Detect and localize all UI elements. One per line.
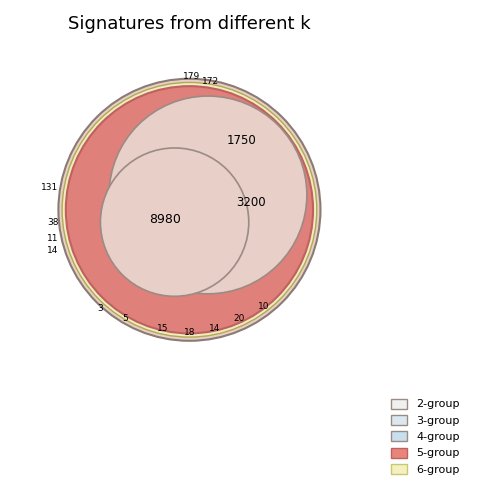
Circle shape xyxy=(66,86,313,333)
Text: 14: 14 xyxy=(209,324,220,333)
Circle shape xyxy=(100,148,249,296)
Text: 3: 3 xyxy=(98,304,103,313)
Circle shape xyxy=(62,83,317,337)
Text: 18: 18 xyxy=(183,328,195,337)
Circle shape xyxy=(58,79,321,341)
Title: Signatures from different k: Signatures from different k xyxy=(68,15,311,33)
Text: 179: 179 xyxy=(183,72,201,81)
Text: 8980: 8980 xyxy=(149,213,180,226)
Text: 15: 15 xyxy=(156,324,168,333)
Legend: 2-group, 3-group, 4-group, 5-group, 6-group: 2-group, 3-group, 4-group, 5-group, 6-gr… xyxy=(386,394,464,479)
Text: 172: 172 xyxy=(202,77,219,86)
Text: 10: 10 xyxy=(258,302,269,310)
Text: 5: 5 xyxy=(122,314,128,323)
Text: 11: 11 xyxy=(47,234,58,243)
Text: 38: 38 xyxy=(47,218,58,227)
Circle shape xyxy=(109,96,307,294)
Text: 3200: 3200 xyxy=(236,196,266,209)
Text: 131: 131 xyxy=(41,183,58,192)
Text: 1750: 1750 xyxy=(226,134,256,147)
Text: 14: 14 xyxy=(47,246,58,255)
Text: 20: 20 xyxy=(233,314,244,323)
